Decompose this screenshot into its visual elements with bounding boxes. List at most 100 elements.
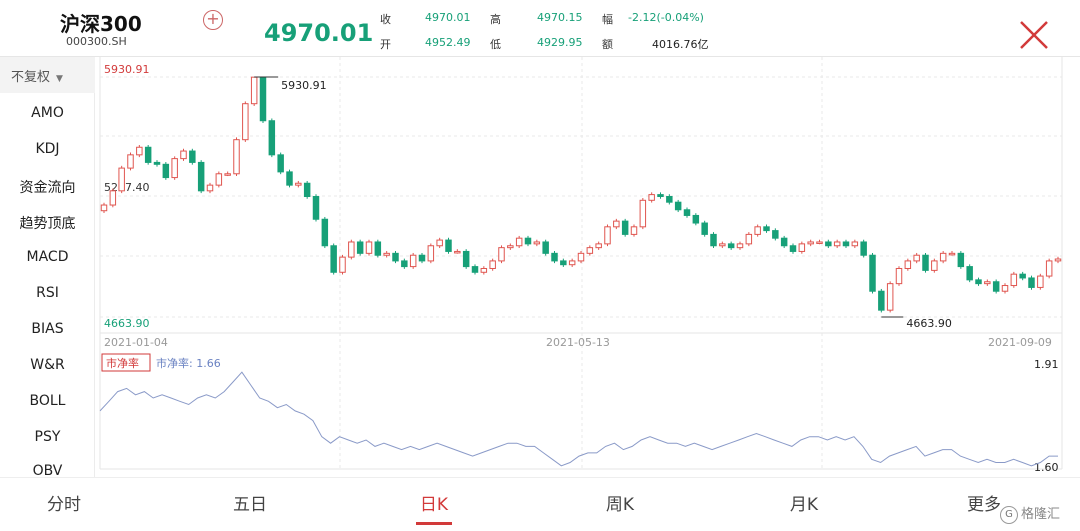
candle-body: [418, 254, 426, 262]
tab-intraday[interactable]: 分时: [47, 495, 81, 515]
candle-body: [180, 150, 187, 160]
candle-body: [904, 260, 912, 269]
indicator-wr[interactable]: W&R: [30, 357, 65, 373]
candle-body: [895, 267, 903, 285]
add-watchlist-button[interactable]: +: [203, 10, 223, 30]
candle-body: [507, 245, 514, 249]
candle-body: [666, 196, 673, 203]
quote-label-close: 收: [380, 13, 391, 26]
pb-max-label: 1.91: [1034, 358, 1059, 371]
tab-more[interactable]: 更多: [967, 495, 1001, 515]
indicator-rsi[interactable]: RSI: [36, 285, 59, 301]
candle-body: [383, 252, 390, 256]
candle-body: [621, 220, 629, 235]
candle-body: [162, 163, 170, 179]
candle-body: [348, 241, 355, 258]
candle-body: [1019, 273, 1026, 279]
indicator-boll[interactable]: BOLL: [29, 393, 66, 409]
tab-five-day[interactable]: 五日: [233, 495, 267, 515]
candle-body: [754, 226, 761, 235]
candle-body: [727, 243, 735, 249]
candle-body: [489, 260, 496, 269]
candle-body: [763, 226, 770, 232]
indicator-kdj[interactable]: KDJ: [35, 141, 60, 157]
indicator-bias[interactable]: BIAS: [31, 321, 64, 337]
candle-body: [462, 250, 470, 268]
candle-body: [851, 241, 859, 247]
candle-body: [250, 76, 258, 105]
tab-weekly-k[interactable]: 周K: [605, 495, 635, 515]
candle-body: [931, 260, 938, 271]
quote-header: 沪深300 000300.SH + 4970.01 收 4970.01 高 49…: [0, 0, 1080, 56]
caret-down-icon: ▼: [56, 74, 63, 84]
y-axis-label-max: 5930.91: [104, 63, 150, 76]
indicator-amo[interactable]: AMO: [31, 105, 64, 121]
candle-body: [586, 247, 594, 254]
indicator-obv[interactable]: OBV: [32, 463, 63, 477]
quote-label-low: 低: [490, 38, 501, 51]
candle-body: [189, 150, 196, 163]
candle-body: [392, 252, 399, 262]
quote-value-change: -2.12(-0.04%): [628, 11, 704, 24]
watermark-text: 格隆汇: [1021, 507, 1061, 522]
candle-body: [975, 279, 982, 285]
pb-tag-label: 市净率: [106, 356, 139, 370]
tab-daily-k[interactable]: 日K: [419, 495, 449, 515]
candle-body: [295, 182, 302, 186]
pb-line: [99, 371, 1058, 467]
candle-body: [339, 256, 346, 273]
index-code: 000300.SH: [66, 35, 127, 48]
tab-monthly-k[interactable]: 月K: [789, 495, 819, 515]
min-annotation: 4663.90: [906, 317, 952, 330]
candle-body: [401, 260, 408, 268]
indicator-trend[interactable]: 趋势顶底: [19, 216, 76, 232]
close-icon: [1020, 21, 1048, 49]
candle-body: [984, 281, 991, 285]
pb-min-label: 1.60: [1034, 461, 1059, 474]
indicator-macd[interactable]: MACD: [26, 249, 69, 265]
candle-body: [1054, 258, 1062, 262]
candle-body: [312, 196, 320, 220]
candle-body: [242, 103, 249, 141]
candle-body: [860, 241, 867, 256]
candle-body: [224, 173, 231, 176]
candle-body: [807, 241, 814, 245]
quote-label-amount: 额: [602, 38, 613, 51]
quote-value-amount: 4016.76亿: [652, 38, 709, 51]
candle-body: [657, 194, 664, 198]
candle-body: [153, 161, 161, 165]
kline-chart[interactable]: 5930.915297.404663.905930.914663.902021-…: [0, 57, 1080, 477]
candle-body: [719, 243, 726, 247]
candle-body: [136, 146, 143, 156]
indicator-fund-flow[interactable]: 资金流向: [19, 180, 76, 196]
candle-body: [277, 154, 284, 173]
candle-body: [648, 194, 655, 201]
restore-rights-selector[interactable]: 不复权 ▼: [0, 57, 95, 93]
indicator-psy[interactable]: PSY: [34, 429, 61, 445]
candle-body: [692, 214, 700, 224]
close-button[interactable]: [1017, 18, 1051, 52]
candle-body: [798, 243, 806, 252]
index-name: 沪深300: [60, 12, 142, 36]
candle-body: [356, 241, 364, 254]
candle-body: [409, 254, 417, 268]
candle-body: [710, 233, 717, 247]
candle-body: [780, 237, 788, 247]
candle-body: [833, 241, 841, 247]
candle-body: [1010, 273, 1018, 287]
candle-body: [842, 241, 850, 247]
quote-label-change: 幅: [602, 13, 613, 26]
candle-body: [886, 283, 894, 311]
max-annotation: 5930.91: [281, 79, 327, 92]
candle-body: [215, 173, 223, 186]
candle-body: [595, 243, 602, 249]
candle-body: [913, 254, 920, 262]
quote-value-close: 4970.01: [425, 11, 471, 24]
candle-body: [1045, 260, 1053, 277]
quote-label-high: 高: [490, 13, 501, 26]
candle-body: [772, 230, 779, 239]
candle-body: [789, 245, 797, 252]
pb-tag: [101, 353, 151, 372]
candle-body: [701, 222, 708, 235]
candle-body: [197, 161, 205, 192]
